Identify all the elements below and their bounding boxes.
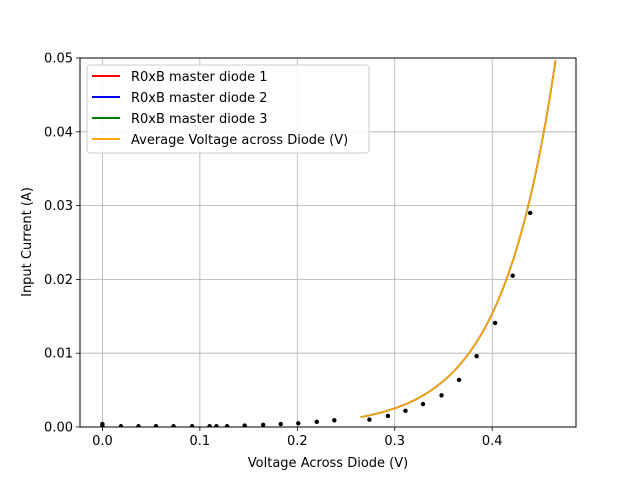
data-point <box>367 417 372 422</box>
data-point <box>403 408 408 413</box>
data-point <box>314 419 319 425</box>
data-point <box>385 413 391 419</box>
legend: R0xB master diode 1 R0xB master diode 2 … <box>86 64 370 154</box>
data-point <box>278 421 283 427</box>
data-point <box>224 424 230 427</box>
data-point <box>100 423 105 427</box>
data-point <box>332 418 337 423</box>
x-tick-label: 0.1 <box>190 434 211 449</box>
legend-label-diode-2: R0xB master diode 2 <box>131 91 268 106</box>
data-point <box>474 353 479 359</box>
data-point <box>189 424 195 427</box>
legend-label-diode-1: R0xB master diode 1 <box>131 70 268 85</box>
data-point <box>242 423 247 427</box>
data-point <box>528 210 533 216</box>
series-line-average <box>360 60 557 418</box>
legend-label-average: Average Voltage across Diode (V) <box>131 133 348 148</box>
y-axis-label: Input Current (A) <box>20 187 35 297</box>
data-point <box>214 424 219 427</box>
x-axis-label: Voltage Across Diode (V) <box>248 456 408 471</box>
data-points <box>100 210 533 427</box>
data-point <box>296 421 301 426</box>
data-point <box>171 424 176 427</box>
series-line-diode-1 <box>360 60 557 418</box>
y-tick-label: 0.00 <box>44 421 73 436</box>
plot-frame <box>79 57 577 428</box>
x-tick-label: 0.4 <box>482 434 503 449</box>
fit-curves <box>360 60 557 418</box>
x-tick-label: 0.3 <box>384 434 405 449</box>
data-point <box>492 320 498 326</box>
data-point <box>420 401 426 407</box>
y-tick-label: 0.04 <box>44 125 73 140</box>
x-tick-label: 0.2 <box>287 434 308 449</box>
y-tick-label: 0.03 <box>44 199 73 214</box>
data-point <box>456 377 462 382</box>
y-tick-label: 0.05 <box>44 52 73 67</box>
data-point <box>260 422 266 427</box>
legend-box <box>86 64 370 154</box>
series-line-diode-3 <box>360 60 557 418</box>
data-point <box>439 393 444 398</box>
data-point <box>510 273 515 278</box>
legend-label-diode-3: R0xB master diode 3 <box>131 112 268 127</box>
y-tick-label: 0.02 <box>44 273 73 288</box>
y-axis-ticks: 0.00 0.01 0.02 0.03 0.04 0.05 <box>44 52 80 436</box>
data-point <box>118 424 124 427</box>
data-point <box>153 424 159 427</box>
y-tick-label: 0.01 <box>44 347 73 362</box>
series-line-diode-2 <box>360 60 557 418</box>
x-tick-label: 0.0 <box>92 434 113 449</box>
data-point <box>207 424 212 427</box>
x-axis-ticks: 0.0 0.1 0.2 0.3 0.4 <box>92 427 503 449</box>
data-point <box>136 424 141 427</box>
